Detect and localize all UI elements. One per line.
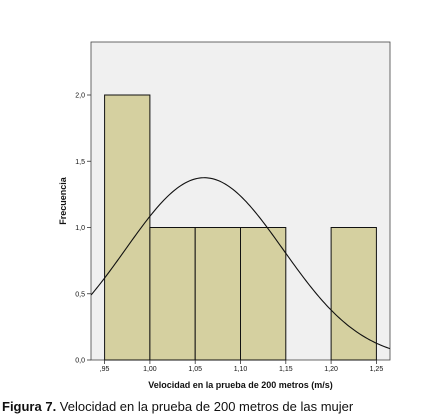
x-tick-label-6: 1,25 (370, 366, 384, 373)
y-tick-label-1: 0,5 (75, 291, 85, 298)
y-tick-label-2: 1,0 (75, 225, 85, 232)
normal-curve (91, 177, 390, 350)
y-tick-label-4: 2,0 (75, 93, 85, 100)
x-axis-label: Velocidad en la prueba de 200 metros (m/… (148, 380, 333, 390)
bars-layer (104, 94, 377, 361)
axes-layer: 0,0 0,5 1,0 1,5 2,0 ,95 1,00 1,05 1,10 1,15 1,20 1,… (75, 93, 383, 374)
x-tick-label-3: 1,10 (234, 366, 248, 373)
histogram-bar-3 (240, 227, 287, 361)
x-tick-label-1: 1,00 (143, 366, 157, 373)
caption-text: Velocidad en la prueba de 200 metros de … (56, 399, 354, 414)
y-axis-label: Frecuencia (58, 176, 68, 225)
histogram-bar-0 (104, 94, 151, 361)
x-tick-label-5: 1,20 (324, 366, 338, 373)
histogram-bar-5 (330, 227, 377, 361)
x-tick-label-4: 1,15 (279, 366, 293, 373)
histogram-bar-1 (149, 227, 196, 361)
histogram-bar-2 (194, 227, 242, 361)
chart-svg: 0,0 0,5 1,0 1,5 2,0 ,95 1,00 1,05 1,10 1,15 1,20 1,… (58, 41, 391, 390)
y-tick-label-3: 1,5 (75, 159, 85, 166)
figure-caption: Figura 7. Velocidad en la prueba de 200 … (0, 399, 426, 420)
y-tick-label-0: 0,0 (75, 358, 85, 365)
caption-label: Figura 7. (2, 399, 57, 414)
x-tick-label-0: ,95 (100, 366, 110, 373)
x-tick-label-2: 1,05 (188, 366, 202, 373)
